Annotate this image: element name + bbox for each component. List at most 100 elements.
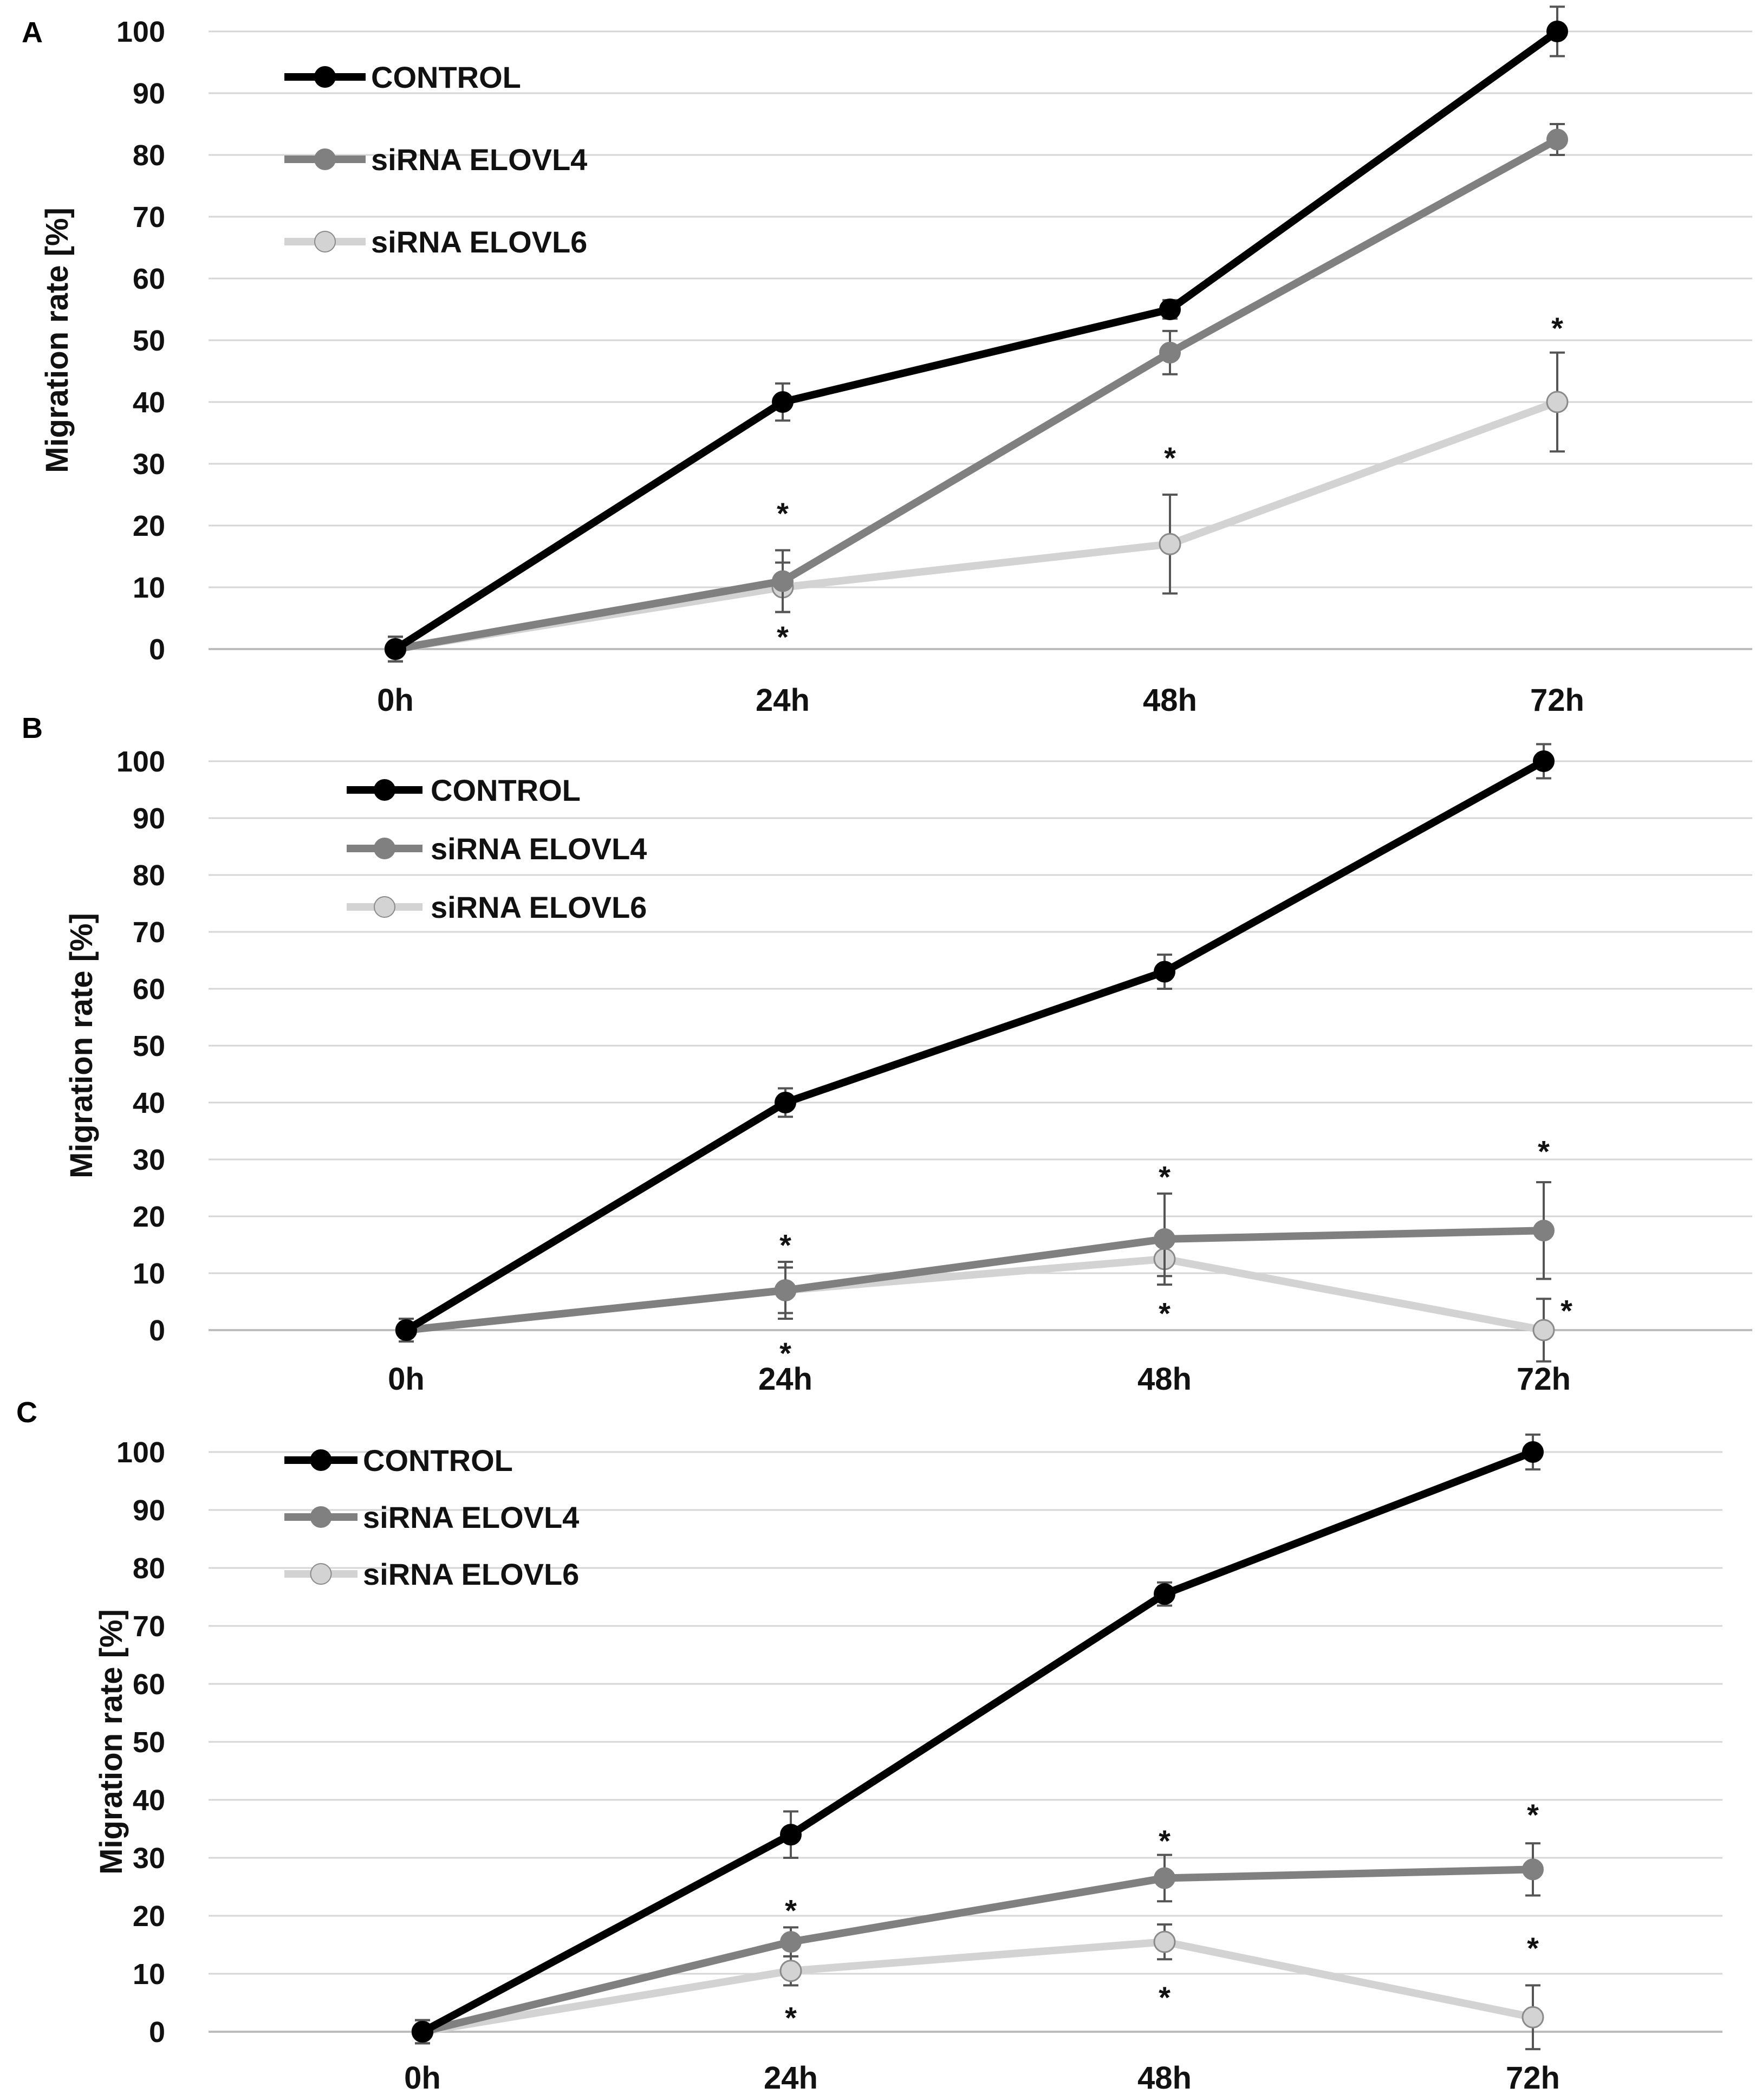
series-line <box>393 28 1560 652</box>
x-tick-label: 0h <box>404 2060 441 2096</box>
y-tick-label: 80 <box>133 859 165 892</box>
data-point <box>772 570 794 592</box>
significance-star: * <box>1159 1824 1171 1858</box>
panel-letter: A <box>22 16 43 49</box>
y-tick-label: 100 <box>116 16 165 48</box>
x-tick-label: 24h <box>764 2060 818 2096</box>
chart-panel-c: C 0 10 20 30 40 50 60 70 80 90 100 Migration rate [%… <box>16 1396 1722 2096</box>
legend-marker <box>314 148 336 170</box>
data-point <box>1154 961 1175 983</box>
legend-marker <box>310 1506 332 1528</box>
y-tick-label: 0 <box>149 2016 165 2049</box>
legend-label: siRNA ELOVL6 <box>371 225 587 259</box>
y-tick-label: 40 <box>133 1087 165 1119</box>
data-point <box>1532 1319 1555 1341</box>
legend-label: siRNA ELOVL6 <box>363 1557 579 1591</box>
y-tick-label: 70 <box>133 201 165 234</box>
x-tick-label: 0h <box>377 683 414 718</box>
significance-star: * <box>777 496 789 530</box>
y-tick-label: 80 <box>133 1552 165 1585</box>
x-tick-label: 0h <box>388 1362 425 1397</box>
significance-star: * <box>1527 1798 1539 1832</box>
y-tick-label: 40 <box>133 1784 165 1817</box>
series-control <box>395 743 1555 1343</box>
series-line <box>421 1938 1534 2036</box>
significance-star: * <box>1551 311 1563 345</box>
legend-marker <box>314 66 336 88</box>
legend-label: CONTROL <box>371 60 521 94</box>
data-point <box>1522 2006 1544 2028</box>
y-tick-label: 50 <box>133 1030 165 1062</box>
significance-star: * <box>779 1228 791 1262</box>
y-tick-label: 0 <box>149 633 165 666</box>
legend-label: CONTROL <box>431 773 581 807</box>
data-point <box>772 391 794 413</box>
y-tick-label: 90 <box>133 77 165 110</box>
significance-star: * <box>1159 1160 1171 1194</box>
y-tick-label: 80 <box>133 139 165 172</box>
y-tick-label: 10 <box>133 572 165 604</box>
series-line <box>394 136 1559 653</box>
chart-panel-a: A 0 10 20 30 40 50 60 70 80 90 100 Migration rate [%… <box>22 5 1752 718</box>
legend: CONTROL siRNA ELOVL4 siRNA ELOVL6 <box>347 773 647 924</box>
legend-marker <box>374 896 395 918</box>
y-tick-label: 30 <box>133 1144 165 1176</box>
y-tick-label: 50 <box>133 325 165 357</box>
series-sirna-elovl4 <box>412 1842 1544 2045</box>
data-point <box>1522 1858 1544 1881</box>
data-point <box>1154 1867 1175 1889</box>
series-control <box>412 1433 1544 2045</box>
y-tick-label: 70 <box>133 1610 165 1643</box>
legend-label: siRNA ELOVL4 <box>371 142 587 177</box>
y-tick-label: 10 <box>133 1258 165 1290</box>
data-point <box>779 1960 802 1982</box>
y-axis-label: Migration rate [%] <box>40 208 75 473</box>
x-tick-label: 72h <box>1506 2060 1560 2096</box>
y-tick-label: 60 <box>133 973 165 1006</box>
data-point <box>412 2021 433 2043</box>
data-point <box>1153 1930 1176 1953</box>
series-control <box>385 5 1568 663</box>
legend: CONTROL siRNA ELOVL4 siRNA ELOVL6 <box>284 60 587 259</box>
y-tick-label: 100 <box>116 1436 165 1469</box>
x-tick-label: 48h <box>1143 683 1197 718</box>
significance-star: * <box>1527 1931 1539 1965</box>
series-line <box>404 757 1546 1334</box>
legend: CONTROL siRNA ELOVL4 siRNA ELOVL6 <box>284 1443 579 1591</box>
series-line <box>421 1865 1533 2036</box>
y-tick-label: 90 <box>133 1494 165 1527</box>
legend-label: siRNA ELOVL4 <box>363 1500 579 1534</box>
data-point <box>1533 750 1555 772</box>
y-axis-label: Migration rate [%] <box>64 913 99 1178</box>
series-line <box>420 1448 1535 2036</box>
y-tick-label: 10 <box>133 1958 165 1991</box>
significance-star: * <box>1159 1980 1171 2014</box>
y-tick-label: 70 <box>133 916 165 949</box>
significance-star: * <box>777 620 789 654</box>
legend-marker <box>310 1563 332 1585</box>
data-point <box>1159 533 1181 555</box>
y-tick-label: 40 <box>133 386 165 419</box>
data-point <box>775 1092 796 1113</box>
x-tick-label: 48h <box>1137 2060 1192 2096</box>
data-point <box>1154 1228 1175 1250</box>
significance-star: * <box>1164 441 1176 475</box>
significance-star: * <box>1538 1134 1550 1168</box>
y-tick-label: 20 <box>133 510 165 542</box>
x-tick-label: 24h <box>758 1362 812 1397</box>
y-tick-label: 50 <box>133 1726 165 1759</box>
panel-letter: C <box>16 1396 37 1429</box>
legend-label: siRNA ELOVL4 <box>431 832 647 866</box>
significance-star: * <box>785 1893 797 1927</box>
data-point <box>775 1279 796 1301</box>
y-tick-label: 90 <box>133 802 165 835</box>
data-point <box>1522 1441 1544 1463</box>
y-tick-label: 20 <box>133 1900 165 1933</box>
data-point <box>385 638 406 660</box>
x-tick-label: 72h <box>1530 683 1584 718</box>
significance-star: * <box>785 2000 797 2034</box>
chart-panel-b: B 0 10 20 30 40 50 60 70 80 90 100 Migration rate [%… <box>22 712 1752 1397</box>
y-tick-label: 0 <box>149 1314 165 1347</box>
x-tick-label: 72h <box>1517 1362 1571 1397</box>
